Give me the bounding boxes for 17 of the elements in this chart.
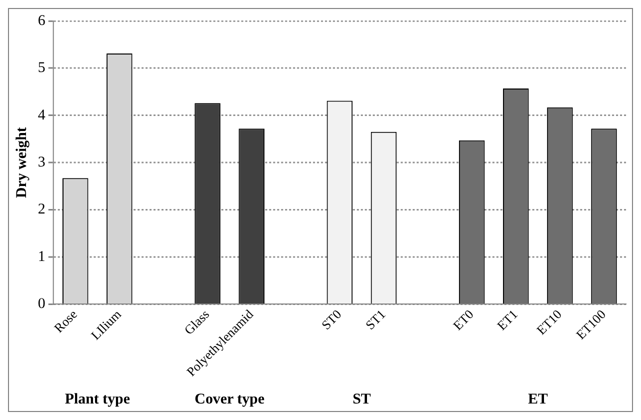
text: Plant type <box>64 391 130 408</box>
text: ST <box>352 391 371 408</box>
x-tick-label: ET1 <box>494 306 520 333</box>
y-tick-label: 1 <box>38 248 46 265</box>
y-tick-label: 2 <box>38 202 46 218</box>
x-tick-label: Rose <box>50 306 80 336</box>
x-tick-label: ST0 <box>318 306 344 332</box>
y-axis-title: Dry weight <box>14 127 30 198</box>
text: ET <box>528 391 548 408</box>
y-tick-label: 4 <box>38 107 46 124</box>
y-tick-label: 3 <box>38 154 46 170</box>
y-tick-label: 0 <box>38 296 46 312</box>
y-tick-label: 5 <box>38 60 46 76</box>
text: Cover type <box>194 391 265 408</box>
x-tick-label: ET0 <box>450 306 476 333</box>
x-tick-label: ST1 <box>362 306 388 332</box>
y-tick-label: 6 <box>38 12 46 29</box>
